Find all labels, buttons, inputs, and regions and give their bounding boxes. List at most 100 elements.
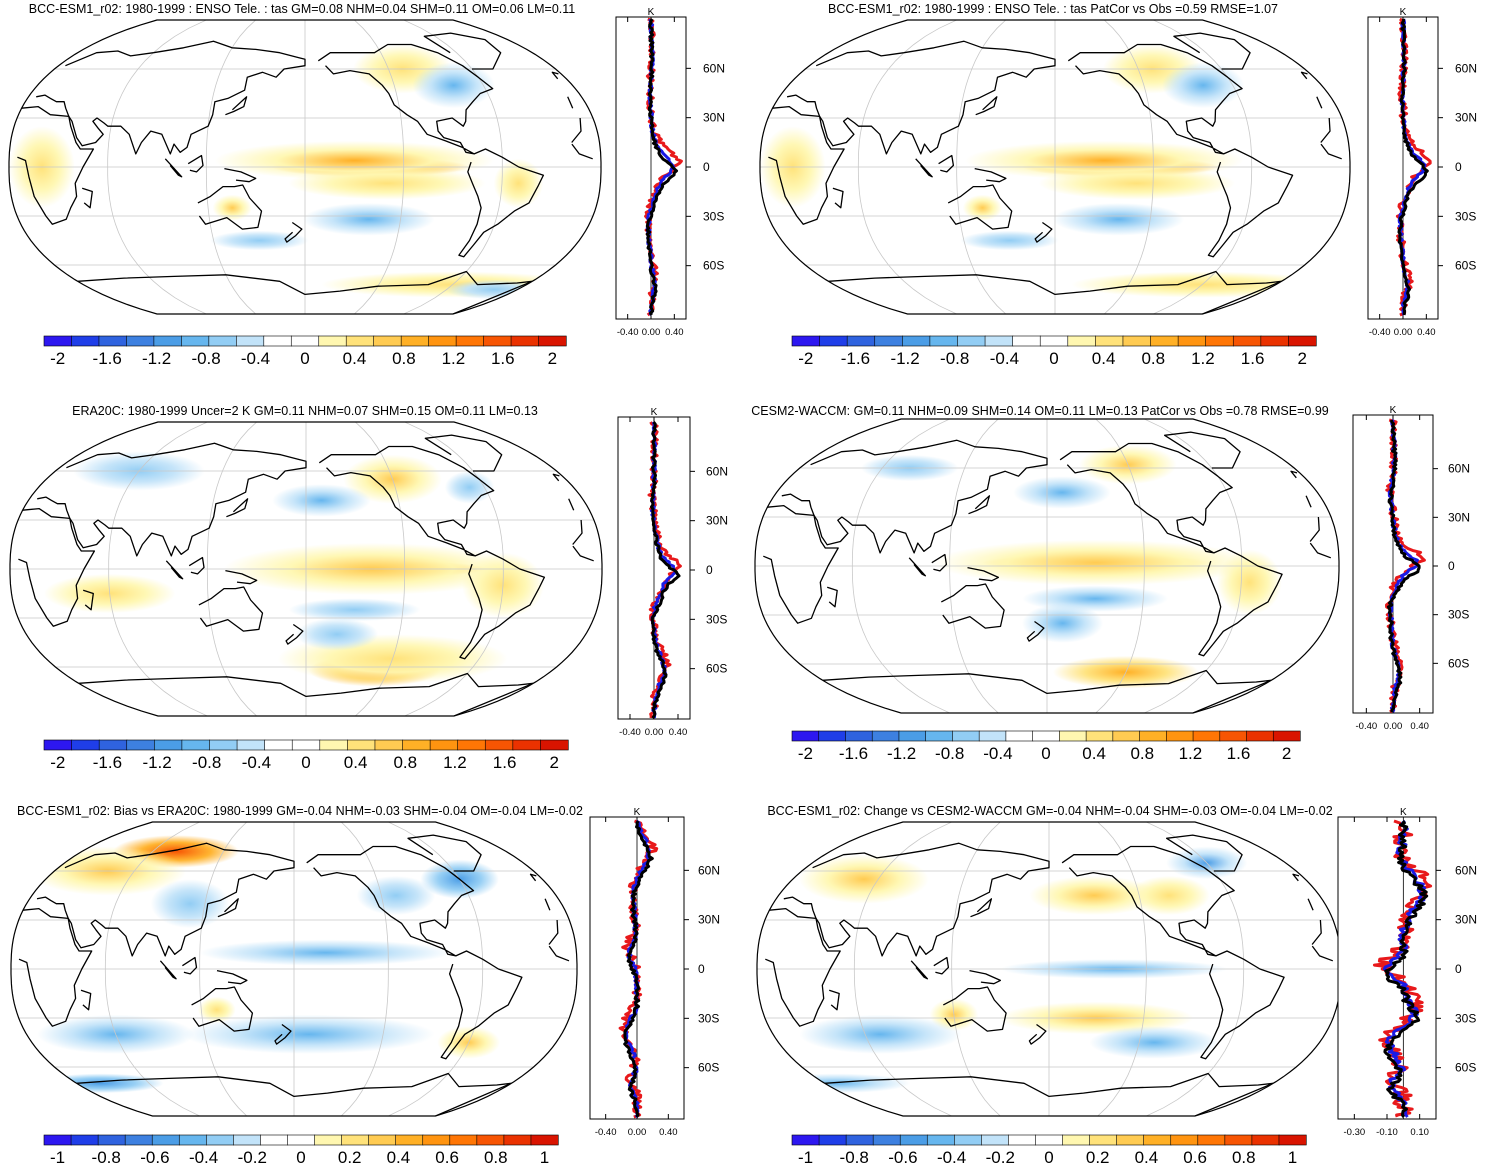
anomaly-region [799,1014,962,1054]
lat-tick-label: 60N [706,464,728,478]
colorbar-box [71,335,100,347]
colorbar-box [819,335,848,347]
colorbar-box [1251,1134,1280,1146]
colorbar: -2 -1.6 -1.2 -0.8 -0.4 0 0.4 0.8 1.2 1.6 2 [43,335,567,368]
colorbar-label: -2 [50,753,65,772]
lat-tick-label: 60S [1455,1061,1476,1075]
robinson-map [759,19,1351,315]
unit-label: K [634,807,641,818]
coastline-newguinea [974,167,1007,183]
colorbar-box [538,335,567,347]
colorbar-box [981,1134,1010,1146]
colorbar-box [1062,1134,1091,1146]
colorbar-box [1089,1134,1118,1146]
coastline-africa [571,143,593,160]
coastline-africa [548,919,559,945]
coastlines [765,834,1334,1116]
coastline-africa [1311,945,1334,962]
lat-tick-label: 0 [1448,559,1455,573]
colorbar-box [126,335,155,347]
colorbar-box [124,1134,153,1146]
colorbar-label: 1.6 [1227,744,1251,763]
coastline-eurasia [1305,495,1312,508]
colorbar-box [984,335,1014,347]
coastline-antarctica [824,1072,1274,1116]
colorbar-label: 1.2 [1191,349,1215,368]
colorbar-label: -0.8 [940,349,969,368]
colorbar-label: 0.4 [387,1148,411,1167]
coastline-antarctica [76,1072,512,1116]
colorbar-box [206,1134,234,1146]
colorbar-box [898,730,927,742]
x-tick-label: -0.40 [619,727,641,738]
colorbar-box [347,739,376,751]
colorbar-box [899,1134,928,1146]
colorbar-box [457,739,486,751]
colorbar-box [1197,1134,1226,1146]
colorbar-box [314,1134,343,1146]
colorbar-label: -1.2 [890,349,919,368]
colorbar-box [290,335,320,347]
anomaly-region [1089,1026,1220,1059]
coastline-northAmerica [1059,442,1233,554]
lat-tick-label: 60N [1448,462,1470,476]
colorbar-box [791,1134,820,1146]
x-tick-label: -0.40 [617,327,639,338]
colorbar-box [476,1134,505,1146]
colorbar-label: -2 [798,744,813,763]
colorbar-label: 2 [1282,744,1291,763]
colorbar-box [925,730,954,742]
colorbar-label: 0.4 [1135,1148,1159,1167]
colorbar-box [483,335,512,347]
coastline-uk [1290,470,1298,479]
coastline-borneo [931,553,948,572]
colorbar-label: -0.4 [990,349,1019,368]
colorbar-box [71,739,100,751]
colorbar: -2 -1.6 -1.2 -0.8 -0.4 0 0.4 0.8 1.2 1.6 2 [791,335,1317,368]
colorbar-label: -2 [50,349,65,368]
profile-line-mean [650,421,681,719]
coastline-newguinea [216,969,248,985]
panel-middle-right: CESM2-WACCM: GM=0.11 NHM=0.09 SHM=0.14 O… [751,404,1470,763]
panel-top-left: BCC-ESM1_r02: 1980-1999 : ENSO Tele. : t… [8,2,725,368]
zonal-mean-profile: K 60N 30N 0 30S 60S -0.40 0.00 0.40 [589,807,720,1138]
colorbar-label: 1 [1288,1148,1297,1167]
lat-tick-label: 30S [1448,608,1469,622]
coastline-eurasia [786,40,1056,155]
colorbar-box [926,1134,955,1146]
colorbar-label: -1 [798,1148,813,1167]
coastline-newguinea [225,569,258,585]
colorbar-label: 1.2 [442,349,466,368]
anomaly-region [1052,203,1185,236]
colorbar-label: -1.2 [142,753,171,772]
coastline-southAmerica [1207,148,1294,258]
coastline-uk [1300,71,1308,80]
panel-title: CESM2-WACCM: GM=0.11 NHM=0.09 SHM=0.14 O… [751,404,1328,418]
coastline-sumatra [915,158,933,178]
colorbar-box [291,739,321,751]
colorbar-label: 0.4 [344,753,368,772]
lat-tick-label: 30N [1448,510,1470,524]
colorbar-label: -1.6 [93,753,122,772]
panel-bottom-right: BCC-ESM1_r02: Change vs CESM2-WACCM GM=-… [756,804,1477,1167]
lat-tick-label: 60N [698,863,720,877]
coastline-greenland [424,434,503,472]
colorbar-label: 0 [1044,1148,1053,1167]
colorbar-label: -1.2 [887,744,916,763]
colorbar-box [429,739,459,751]
profile-line-mean [645,18,678,316]
lat-tick-label: 30S [1455,1011,1476,1025]
colorbar-box [1272,730,1301,742]
robinson-map [754,418,1340,714]
anomaly-region [1217,549,1282,615]
colorbar-box [1219,730,1248,742]
x-tick-label: 0.00 [628,1127,647,1138]
coastline-sumatra [159,960,177,980]
coastline-africa [572,519,583,545]
colorbar-label: 0.8 [393,753,417,772]
colorbar-box [484,739,514,751]
anomaly-region [272,484,371,517]
coastline-southAmerica [1200,950,1285,1060]
colorbar-label: -1 [50,1148,65,1167]
